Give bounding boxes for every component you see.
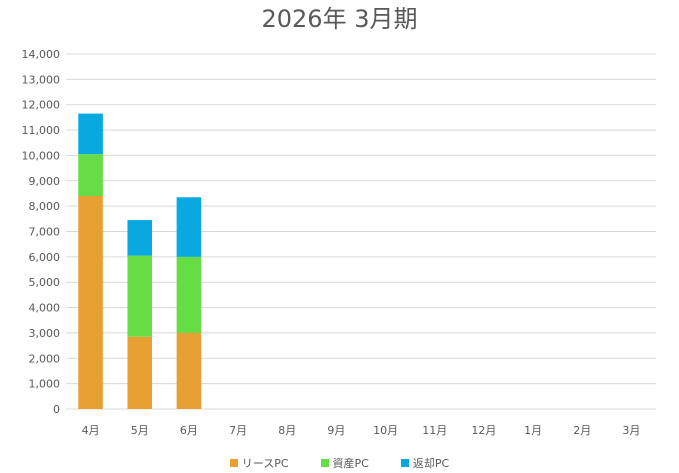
bar-segment <box>176 256 202 333</box>
legend-swatch <box>400 459 409 467</box>
y-tick-label: 3,000 <box>29 327 61 340</box>
x-tick-label: 7月 <box>229 424 247 437</box>
y-tick-label: 0 <box>53 403 60 416</box>
x-tick-label: 2月 <box>573 424 591 437</box>
y-tick-label: 10,000 <box>22 149 61 162</box>
y-tick-label: 8,000 <box>29 200 61 213</box>
x-tick-label: 11月 <box>422 424 447 437</box>
y-tick-label: 9,000 <box>29 175 61 188</box>
legend-label: 資産PC <box>332 457 369 470</box>
y-tick-label: 4,000 <box>29 302 61 315</box>
bar-segment <box>127 255 153 337</box>
legend-item: リースPC <box>229 455 289 471</box>
legend-item: 資産PC <box>320 455 369 471</box>
x-tick-label: 5月 <box>131 424 149 437</box>
y-tick-label: 2,000 <box>29 352 61 365</box>
bar-segment <box>78 154 103 196</box>
x-tick-label: 9月 <box>327 424 345 437</box>
y-tick-label: 11,000 <box>22 124 61 137</box>
x-tick-label: 12月 <box>471 424 496 437</box>
bar-segment <box>78 113 103 155</box>
bar-segment <box>127 220 153 256</box>
x-axis-tick-labels: 4月 5月 6月 7月 8月 9月 10月 11月 12月 1月 2月 3月 <box>82 424 641 437</box>
legend-swatch <box>320 459 329 467</box>
x-tick-label: 6月 <box>180 424 198 437</box>
chart-title: 2026年 3月期 <box>261 5 418 33</box>
y-tick-label: 5,000 <box>29 276 61 289</box>
bar-segment <box>176 332 202 409</box>
y-tick-label: 13,000 <box>22 73 61 86</box>
y-tick-label: 1,000 <box>29 378 61 391</box>
legend-label: 返却PC <box>412 457 450 470</box>
legend-item: 返却PC <box>400 455 450 471</box>
gridlines <box>66 53 656 410</box>
legend-swatch <box>229 459 238 467</box>
y-tick-label: 14,000 <box>22 48 61 61</box>
bar-segment <box>127 336 153 409</box>
x-tick-label: 4月 <box>82 424 100 437</box>
legend-label: リースPC <box>241 457 289 470</box>
x-tick-label: 10月 <box>373 424 398 437</box>
bars <box>78 113 202 409</box>
bar-segment <box>176 197 202 257</box>
x-tick-label: 8月 <box>278 424 296 437</box>
y-tick-label: 7,000 <box>29 226 61 239</box>
y-tick-label: 12,000 <box>22 99 61 112</box>
y-tick-label: 6,000 <box>29 251 61 264</box>
x-tick-label: 3月 <box>622 424 640 437</box>
bar-segment <box>78 196 103 409</box>
y-axis-tick-labels: 0 1,000 2,000 3,000 4,000 5,000 6,000 7,000 8,00… <box>22 48 61 416</box>
legend: リースPC 資産PC 返却PC <box>0 455 679 471</box>
x-tick-label: 1月 <box>524 424 542 437</box>
